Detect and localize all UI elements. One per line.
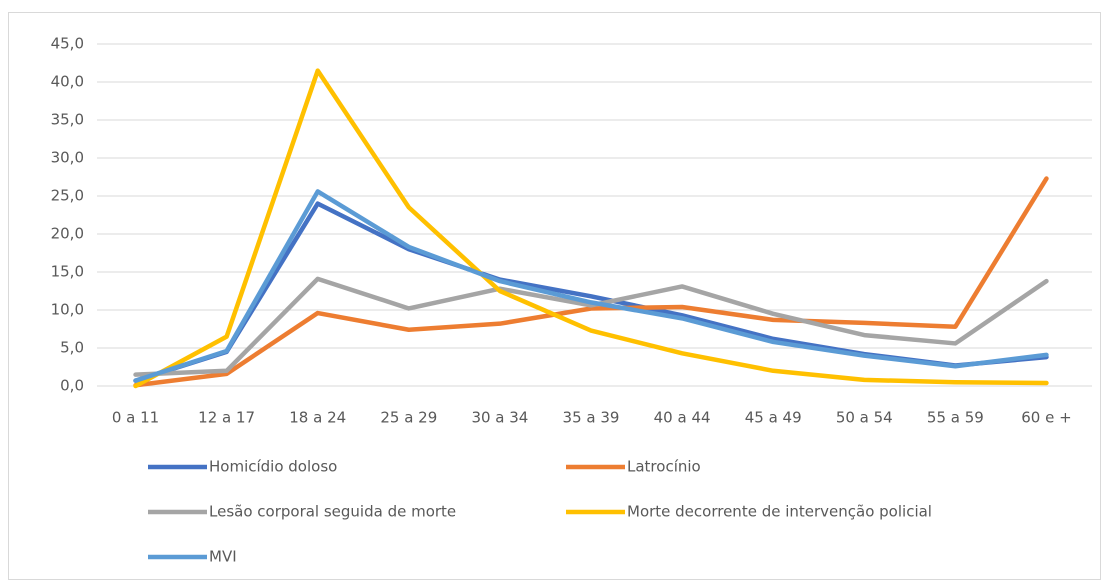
y-tick-label: 15,0 (51, 263, 84, 281)
x-tick-label: 50 a 54 (836, 409, 893, 427)
y-tick-label: 25,0 (51, 187, 84, 205)
y-tick-label: 30,0 (51, 149, 84, 167)
series-line (133, 68, 1049, 389)
legend-label: Lesão corporal seguida de morte (209, 503, 456, 521)
x-tick-label: 45 a 49 (745, 409, 802, 427)
x-tick-label: 30 a 34 (471, 409, 528, 427)
x-tick-label: 25 a 29 (380, 409, 437, 427)
y-tick-label: 40,0 (51, 73, 84, 91)
x-tick-label: 35 a 39 (563, 409, 620, 427)
series-line (133, 189, 1049, 383)
y-tick-label: 45,0 (51, 35, 84, 53)
x-tick-label: 40 a 44 (654, 409, 711, 427)
x-tick-label: 12 a 17 (198, 409, 255, 427)
series-line (133, 276, 1049, 377)
y-tick-label: 0,0 (60, 377, 84, 395)
x-tick-label: 60 e + (1021, 409, 1071, 427)
y-tick-label: 10,0 (51, 301, 84, 319)
legend-label: Homicídio doloso (209, 458, 337, 476)
x-tick-label: 18 a 24 (289, 409, 346, 427)
legend-label: MVI (209, 548, 237, 566)
legend-label: Latrocínio (627, 458, 701, 476)
y-tick-label: 35,0 (51, 111, 84, 129)
x-tick-label: 55 a 59 (927, 409, 984, 427)
legend-label: Morte decorrente de intervenção policial (627, 503, 932, 521)
y-tick-label: 5,0 (60, 339, 84, 357)
y-tick-label: 20,0 (51, 225, 84, 243)
x-tick-label: 0 a 11 (112, 409, 159, 427)
series-line (133, 176, 1049, 388)
